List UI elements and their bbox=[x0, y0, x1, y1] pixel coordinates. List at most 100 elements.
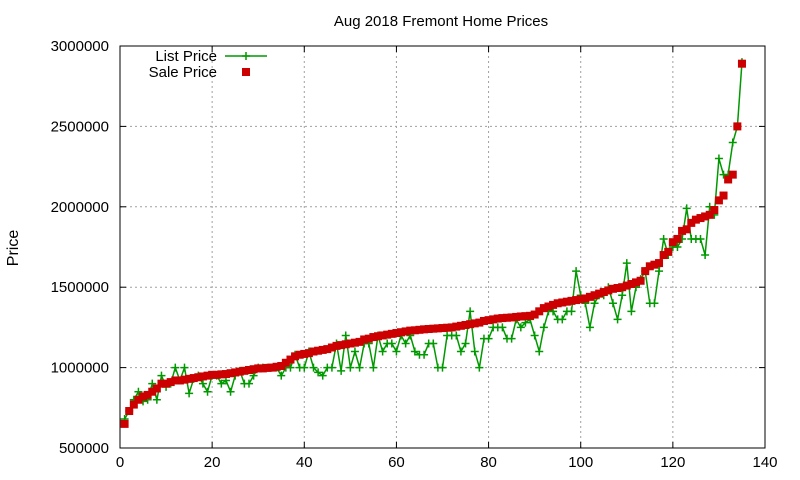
list-price-point bbox=[452, 331, 461, 340]
list-price-point bbox=[157, 371, 166, 380]
sale-price-point bbox=[180, 375, 189, 384]
list-price-point bbox=[438, 363, 447, 372]
list-price-point bbox=[470, 347, 479, 356]
list-price-point bbox=[558, 315, 567, 324]
sale-price-point bbox=[346, 339, 355, 348]
list-price-point bbox=[346, 363, 355, 372]
sale-price-point bbox=[553, 299, 562, 308]
sale-price-point bbox=[498, 314, 507, 323]
sale-price-point bbox=[461, 320, 470, 329]
sale-price-point bbox=[567, 296, 576, 305]
list-price-point bbox=[696, 234, 705, 243]
y-tick-label: 2000000 bbox=[51, 199, 109, 216]
list-price-point bbox=[461, 339, 470, 348]
sale-price-point bbox=[516, 312, 525, 321]
sale-price-point bbox=[466, 320, 475, 329]
sale-price-point bbox=[705, 210, 714, 219]
sale-price-point bbox=[125, 407, 134, 416]
list-price-point bbox=[728, 138, 737, 147]
sale-price-point bbox=[332, 341, 341, 350]
sale-price-point bbox=[562, 297, 571, 306]
list-price-point bbox=[337, 366, 346, 375]
sale-price-point bbox=[682, 225, 691, 234]
sale-price-point bbox=[185, 374, 194, 383]
x-tick-label: 140 bbox=[752, 454, 777, 471]
sale-price-point bbox=[479, 316, 488, 325]
sale-price-point bbox=[627, 279, 636, 288]
sale-price-point bbox=[659, 251, 668, 260]
sale-price-point bbox=[226, 369, 235, 378]
sale-price-point bbox=[599, 288, 608, 297]
y-tick-label: 500000 bbox=[59, 440, 109, 457]
sale-price-point bbox=[415, 325, 424, 334]
sale-price-point bbox=[198, 372, 207, 381]
sale-price-point bbox=[678, 226, 687, 235]
sale-price-point bbox=[489, 315, 498, 324]
sale-price-point bbox=[710, 206, 719, 215]
sale-price-point bbox=[254, 364, 263, 373]
list-price-point bbox=[318, 371, 327, 380]
y-tick-label: 1000000 bbox=[51, 360, 109, 377]
sale-price-point bbox=[507, 313, 516, 322]
list-price-point bbox=[378, 347, 387, 356]
sale-price-point bbox=[585, 292, 594, 301]
list-price-point bbox=[203, 387, 212, 396]
sale-price-point bbox=[171, 376, 180, 385]
list-price-point bbox=[171, 363, 180, 372]
sale-price-point bbox=[383, 330, 392, 339]
list-price-point bbox=[673, 243, 682, 251]
sale-price-point bbox=[143, 390, 152, 399]
x-tick-label: 60 bbox=[388, 454, 405, 471]
sale-price-point bbox=[724, 175, 733, 184]
sale-price-point bbox=[737, 59, 746, 68]
sale-price-point bbox=[645, 262, 654, 271]
sale-price-point bbox=[493, 314, 502, 323]
sale-price-point bbox=[576, 295, 585, 304]
list-price-point bbox=[618, 291, 627, 300]
sale-price-point bbox=[581, 294, 590, 303]
list-price-point bbox=[585, 323, 594, 332]
list-price-point bbox=[152, 395, 161, 404]
sale-price-point bbox=[728, 170, 737, 179]
sale-price-point bbox=[484, 316, 493, 325]
sale-price-point bbox=[387, 329, 396, 338]
x-tick-label: 40 bbox=[296, 454, 313, 471]
sale-price-point bbox=[452, 322, 461, 331]
list-price-point bbox=[650, 299, 659, 308]
sale-price-point bbox=[410, 326, 419, 335]
sale-price-point bbox=[364, 334, 373, 343]
list-price-point bbox=[327, 363, 336, 372]
list-price-point bbox=[484, 334, 493, 343]
sale-price-point bbox=[608, 284, 617, 293]
list-price-point bbox=[539, 323, 548, 332]
list-price-point bbox=[456, 347, 465, 356]
sale-price-point bbox=[632, 278, 640, 287]
sale-price-point bbox=[263, 363, 272, 372]
sale-price-point bbox=[530, 310, 539, 319]
list-price-point bbox=[622, 259, 631, 268]
sale-price-point bbox=[374, 332, 382, 341]
sale-price-point bbox=[203, 371, 212, 380]
sale-price-point bbox=[166, 378, 175, 387]
list-price-point bbox=[185, 389, 194, 398]
sale-price-point bbox=[512, 312, 521, 321]
list-price-point bbox=[714, 154, 723, 163]
sale-price-point bbox=[189, 374, 198, 383]
sale-price-point bbox=[318, 345, 327, 354]
sale-price-point bbox=[327, 343, 336, 352]
list-price-point bbox=[309, 363, 318, 372]
sale-price-point bbox=[539, 304, 548, 313]
list-price-point bbox=[134, 387, 143, 396]
x-tick-label: 80 bbox=[480, 454, 497, 471]
sale-price-point bbox=[350, 338, 359, 347]
list-price-point bbox=[392, 347, 401, 356]
list-price-point bbox=[410, 347, 419, 356]
sale-price-point bbox=[691, 215, 700, 224]
sale-price-point bbox=[650, 260, 659, 269]
sale-price-point bbox=[433, 324, 442, 333]
sale-price-point bbox=[240, 366, 249, 375]
legend-list-price-marker bbox=[242, 52, 250, 60]
sale-price-point bbox=[304, 349, 313, 358]
sale-price-point bbox=[309, 347, 318, 356]
